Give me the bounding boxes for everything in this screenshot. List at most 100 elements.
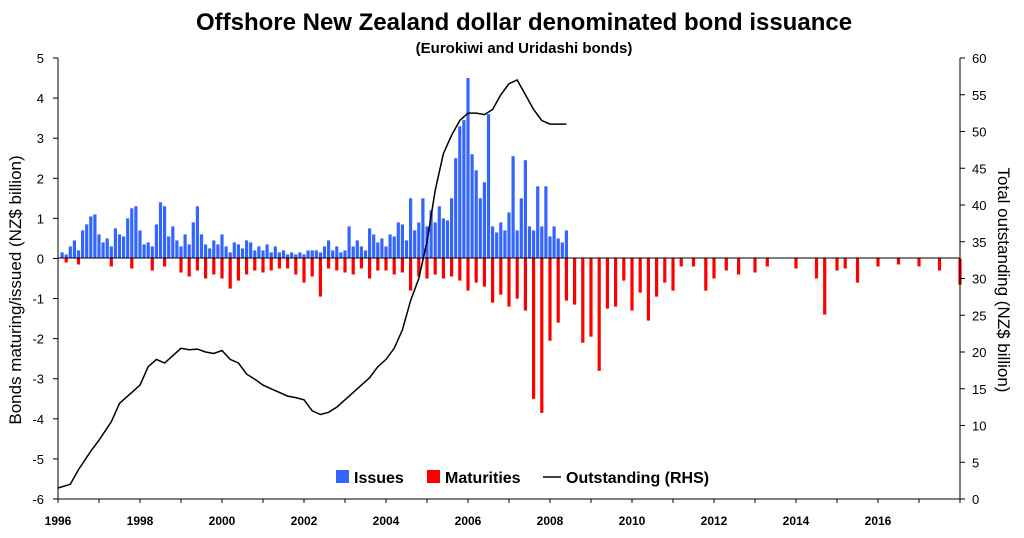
x-tick-label: 2000 — [209, 514, 236, 528]
maturities-bar — [204, 258, 208, 279]
maturities-bar — [724, 258, 728, 271]
issues-bar — [421, 198, 425, 259]
issues-bar — [220, 234, 224, 259]
left-tick-label: 3 — [37, 131, 44, 146]
issues-bar — [236, 244, 240, 259]
maturities-bar — [351, 258, 355, 275]
issues-bar — [310, 250, 314, 259]
x-tick-label: 2016 — [865, 514, 892, 528]
maturities-bar — [823, 258, 827, 315]
issues-bar — [130, 208, 134, 259]
issues-bar — [314, 250, 318, 259]
right-tick-label: 60 — [972, 51, 986, 66]
legend-issues-label: Issues — [354, 470, 404, 487]
left-tick-label: 5 — [37, 51, 44, 66]
issues-bar — [396, 222, 400, 259]
maturities-bar — [597, 258, 601, 371]
maturities-bar — [163, 258, 167, 267]
maturities-bar — [482, 258, 486, 287]
issues-bar — [240, 248, 245, 259]
x-tick-label: 1996 — [45, 514, 72, 528]
issues-bar — [204, 244, 208, 259]
right-tick-label: 15 — [972, 382, 986, 397]
maturities-bar — [876, 258, 880, 267]
maturities-bar — [458, 258, 462, 281]
issues-bar — [212, 240, 216, 259]
maturities-bar — [179, 258, 183, 273]
issues-bar — [249, 242, 253, 259]
maturities-bar — [302, 258, 306, 283]
maturities-bar — [507, 258, 511, 307]
issues-bar — [122, 236, 126, 259]
x-tick-label: 2008 — [537, 514, 564, 528]
issues-bar — [347, 226, 351, 259]
issues-bar — [105, 238, 109, 259]
issues-bar — [154, 224, 158, 259]
maturities-bars — [64, 258, 962, 413]
maturities-bar — [540, 258, 544, 413]
issues-bar — [368, 228, 372, 259]
maturities-bar — [384, 258, 388, 271]
right-tick-label: 50 — [972, 125, 986, 140]
issues-bar — [64, 254, 68, 259]
issues-bar — [359, 246, 363, 259]
maturities-bar — [581, 258, 585, 343]
issues-bar — [302, 254, 306, 259]
issues-bar — [556, 238, 560, 259]
legend-maturities-swatch — [427, 470, 440, 483]
issues-bar — [146, 242, 150, 259]
maturities-bar — [614, 258, 618, 307]
issues-bar — [409, 198, 413, 259]
issues-bar — [351, 246, 355, 259]
maturities-bar — [622, 258, 626, 281]
maturities-bar — [368, 258, 372, 279]
issues-bar — [548, 236, 552, 259]
issues-bar — [404, 240, 409, 259]
issues-bar — [515, 230, 519, 259]
maturities-bar — [564, 258, 568, 301]
maturities-bar — [712, 258, 716, 279]
issues-bar — [93, 214, 97, 259]
left-tick-label: -3 — [32, 372, 44, 387]
maturities-bar — [335, 258, 339, 271]
issues-bar — [339, 252, 343, 259]
right-tick-label: 10 — [972, 419, 986, 434]
issues-bar — [228, 252, 232, 259]
issues-bar — [327, 240, 331, 259]
issues-bar — [126, 218, 130, 259]
issues-bar — [417, 222, 421, 259]
issues-bar — [195, 206, 199, 259]
issues-bar — [532, 230, 536, 259]
maturities-bar — [855, 258, 860, 283]
issues-bar — [511, 156, 515, 259]
maturities-bar — [236, 258, 240, 281]
issues-bar — [355, 240, 359, 259]
maturities-bar — [245, 258, 249, 275]
maturities-bar — [499, 258, 503, 295]
issues-bar — [277, 252, 281, 259]
maturities-bar — [843, 258, 847, 269]
issues-bar — [208, 248, 212, 259]
issues-bar — [109, 246, 113, 259]
issues-bar — [372, 234, 376, 259]
issues-bar — [167, 236, 171, 259]
legend-outstanding-label: Outstanding (RHS) — [566, 470, 709, 487]
maturities-bar — [655, 258, 659, 297]
maturities-bar — [450, 258, 454, 277]
issues-bar — [261, 250, 265, 259]
maturities-bar — [646, 258, 650, 321]
right-axis-label: Total outstanding (NZ$ billion) — [994, 168, 1013, 393]
issues-bar — [294, 254, 298, 259]
maturities-bar — [532, 258, 536, 399]
right-tick-label: 5 — [972, 455, 979, 470]
issues-bar — [232, 242, 236, 259]
issues-bar — [68, 246, 72, 259]
issues-bar — [536, 186, 540, 259]
maturities-bar — [441, 258, 445, 279]
issues-bar — [462, 120, 466, 259]
x-tick-label: 2006 — [455, 514, 482, 528]
issues-bar — [388, 234, 392, 259]
issues-bar — [191, 222, 195, 259]
right-tick-label: 40 — [972, 198, 986, 213]
